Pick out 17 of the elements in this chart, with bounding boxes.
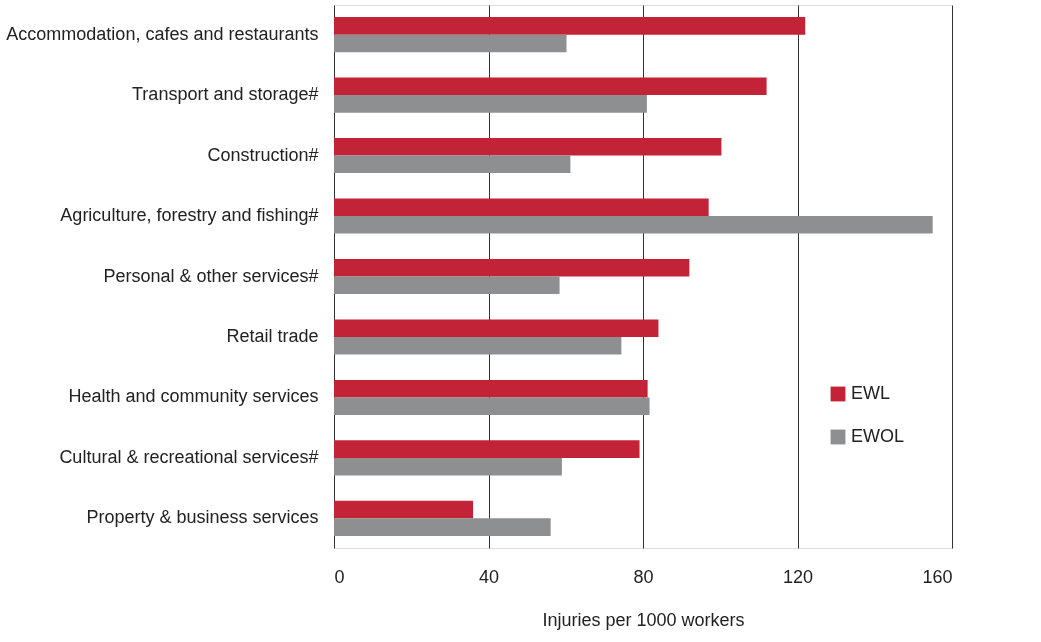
y-tick-label: Health and community services <box>68 386 319 407</box>
y-tick-label: Agriculture, forestry and fishing# <box>60 205 319 226</box>
y-tick-label: Cultural & recreational services# <box>59 446 319 467</box>
y-tick-label: Property & business services <box>86 507 319 528</box>
y-tick-label: Personal & other services# <box>103 265 319 286</box>
y-tick-label: Construction# <box>207 144 319 165</box>
x-tick-label: 120 <box>782 566 814 587</box>
x-tick-label: 80 <box>633 566 654 587</box>
x-axis-title: Injuries per 1000 workers <box>542 609 745 630</box>
legend-label: EWL <box>851 383 891 403</box>
y-tick-label: Transport and storage# <box>132 84 319 105</box>
x-tick-label: 0 <box>334 566 345 587</box>
legend-label: EWOL <box>851 426 905 446</box>
x-tick-label: 160 <box>922 566 953 587</box>
y-tick-label: Accommodation, cafes and restaurants <box>6 23 319 44</box>
x-tick-label: 40 <box>478 566 500 587</box>
y-tick-label: Retail trade <box>226 325 319 346</box>
